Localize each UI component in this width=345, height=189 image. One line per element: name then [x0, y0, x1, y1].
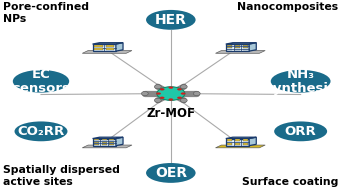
Bar	[235, 143, 240, 145]
Ellipse shape	[155, 85, 161, 89]
Bar	[94, 142, 99, 143]
Ellipse shape	[156, 92, 161, 95]
Bar	[109, 142, 115, 143]
Ellipse shape	[181, 92, 186, 95]
Polygon shape	[82, 50, 132, 53]
Polygon shape	[216, 145, 265, 148]
Polygon shape	[226, 137, 256, 139]
Bar	[227, 143, 232, 145]
Ellipse shape	[13, 70, 69, 93]
Text: Spatially dispersed
active sites: Spatially dispersed active sites	[3, 165, 120, 187]
Ellipse shape	[177, 88, 182, 91]
Ellipse shape	[193, 91, 200, 96]
Ellipse shape	[155, 98, 161, 102]
Bar	[243, 139, 248, 141]
Bar	[235, 47, 240, 48]
Bar	[243, 143, 248, 145]
Text: CO₂RR: CO₂RR	[17, 125, 65, 138]
Ellipse shape	[271, 70, 331, 93]
Polygon shape	[226, 139, 249, 146]
Text: EC
sensors: EC sensors	[12, 67, 70, 95]
Polygon shape	[92, 43, 123, 44]
Ellipse shape	[160, 97, 165, 99]
Bar	[243, 47, 248, 48]
Text: NH₃
synthesis: NH₃ synthesis	[265, 67, 336, 95]
Ellipse shape	[157, 87, 185, 100]
Bar	[106, 45, 115, 47]
Text: OER: OER	[155, 166, 187, 180]
Bar	[102, 142, 107, 143]
Ellipse shape	[146, 10, 196, 30]
Bar	[94, 48, 103, 50]
Text: Nanocomposites: Nanocomposites	[237, 2, 338, 12]
Bar	[106, 48, 115, 50]
Polygon shape	[116, 137, 123, 146]
Bar	[102, 139, 107, 140]
Ellipse shape	[180, 85, 187, 89]
Polygon shape	[226, 44, 249, 51]
Bar	[243, 45, 248, 46]
Bar	[109, 144, 115, 145]
Bar	[109, 139, 115, 140]
Text: HER: HER	[155, 13, 187, 27]
Polygon shape	[82, 145, 132, 148]
Bar	[227, 45, 232, 46]
Polygon shape	[249, 43, 256, 51]
Ellipse shape	[180, 98, 187, 102]
Text: ORR: ORR	[285, 125, 316, 138]
Text: Zr-MOF: Zr-MOF	[146, 107, 195, 120]
Text: Surface coating: Surface coating	[242, 177, 338, 187]
Polygon shape	[116, 43, 123, 51]
Polygon shape	[92, 137, 123, 139]
Text: Pore-confined
NPs: Pore-confined NPs	[3, 2, 89, 24]
Bar	[94, 139, 99, 140]
Bar	[94, 144, 99, 145]
Bar	[227, 139, 232, 141]
Ellipse shape	[168, 98, 173, 101]
Bar	[227, 47, 232, 48]
Ellipse shape	[14, 122, 68, 141]
Polygon shape	[249, 137, 256, 146]
Ellipse shape	[274, 122, 327, 141]
Ellipse shape	[160, 88, 165, 91]
Bar	[235, 139, 240, 141]
Ellipse shape	[168, 86, 173, 89]
Polygon shape	[92, 139, 116, 146]
Ellipse shape	[141, 91, 148, 96]
Bar	[94, 45, 103, 47]
Ellipse shape	[177, 97, 182, 99]
Polygon shape	[92, 44, 116, 51]
Bar	[102, 144, 107, 145]
Ellipse shape	[146, 163, 196, 183]
Bar	[235, 45, 240, 46]
Polygon shape	[226, 43, 256, 44]
Polygon shape	[216, 50, 265, 53]
